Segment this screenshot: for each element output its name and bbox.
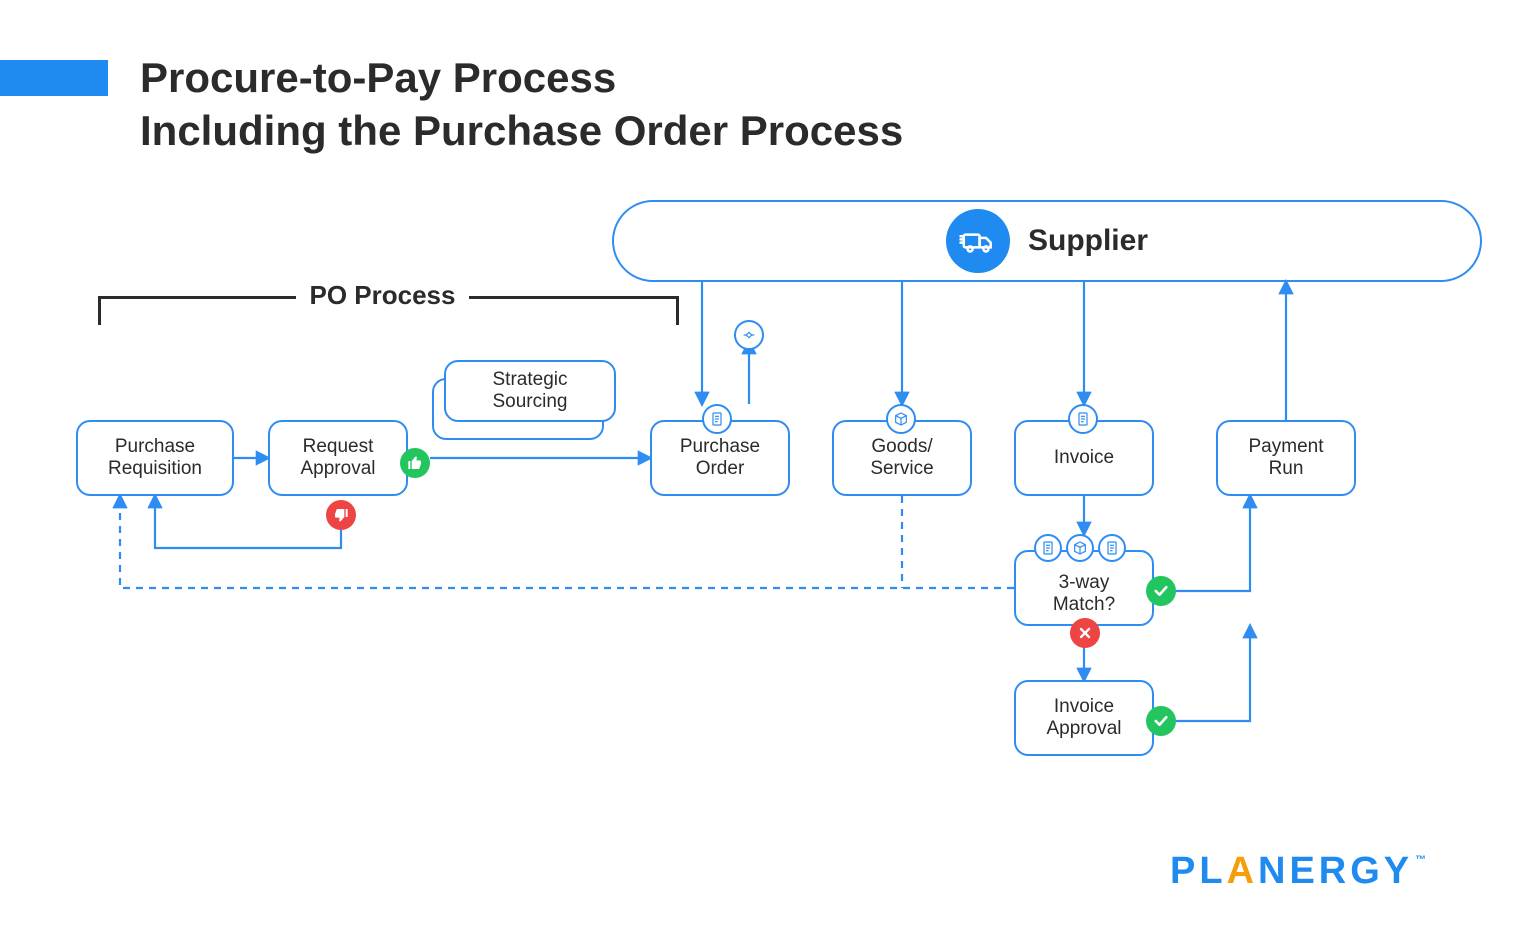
reject-red-badge	[326, 500, 356, 530]
node-request-approval: RequestApproval	[268, 420, 408, 496]
node-purchase-requisition: PurchaseRequisition	[76, 420, 234, 496]
node-invoice-approval: InvoiceApproval	[1014, 680, 1154, 756]
supplier-label: Supplier	[1028, 224, 1148, 258]
logo-part-2: NERGY	[1258, 850, 1413, 893]
logo-tm: ™	[1415, 854, 1426, 866]
planergy-logo: PLANERGY™	[1170, 850, 1426, 893]
invappr-green-badge	[1146, 706, 1176, 736]
handshake-icon	[734, 320, 764, 350]
package-icon	[886, 404, 916, 434]
po-process-label: PO Process	[296, 280, 470, 311]
logo-part-1: PL	[1170, 850, 1227, 893]
invoice-doc-icon	[1068, 404, 1098, 434]
three-way-match-icons	[1034, 534, 1126, 562]
page-title: Procure-to-Pay Process Including the Pur…	[140, 52, 903, 157]
title-line1: Procure-to-Pay Process	[140, 52, 903, 105]
purchase-order-doc-icon	[702, 404, 732, 434]
logo-part-accent: A	[1227, 850, 1258, 893]
node-payment-run: PaymentRun	[1216, 420, 1356, 496]
supplier-node: Supplier	[612, 200, 1482, 282]
approve-green-badge	[400, 448, 430, 478]
match-green-badge	[1146, 576, 1176, 606]
accent-bar	[0, 60, 108, 96]
node-strategic-sourcing: StrategicSourcing	[444, 360, 616, 422]
match-red-badge	[1070, 618, 1100, 648]
title-line2: Including the Purchase Order Process	[140, 105, 903, 158]
truck-icon	[946, 209, 1010, 273]
